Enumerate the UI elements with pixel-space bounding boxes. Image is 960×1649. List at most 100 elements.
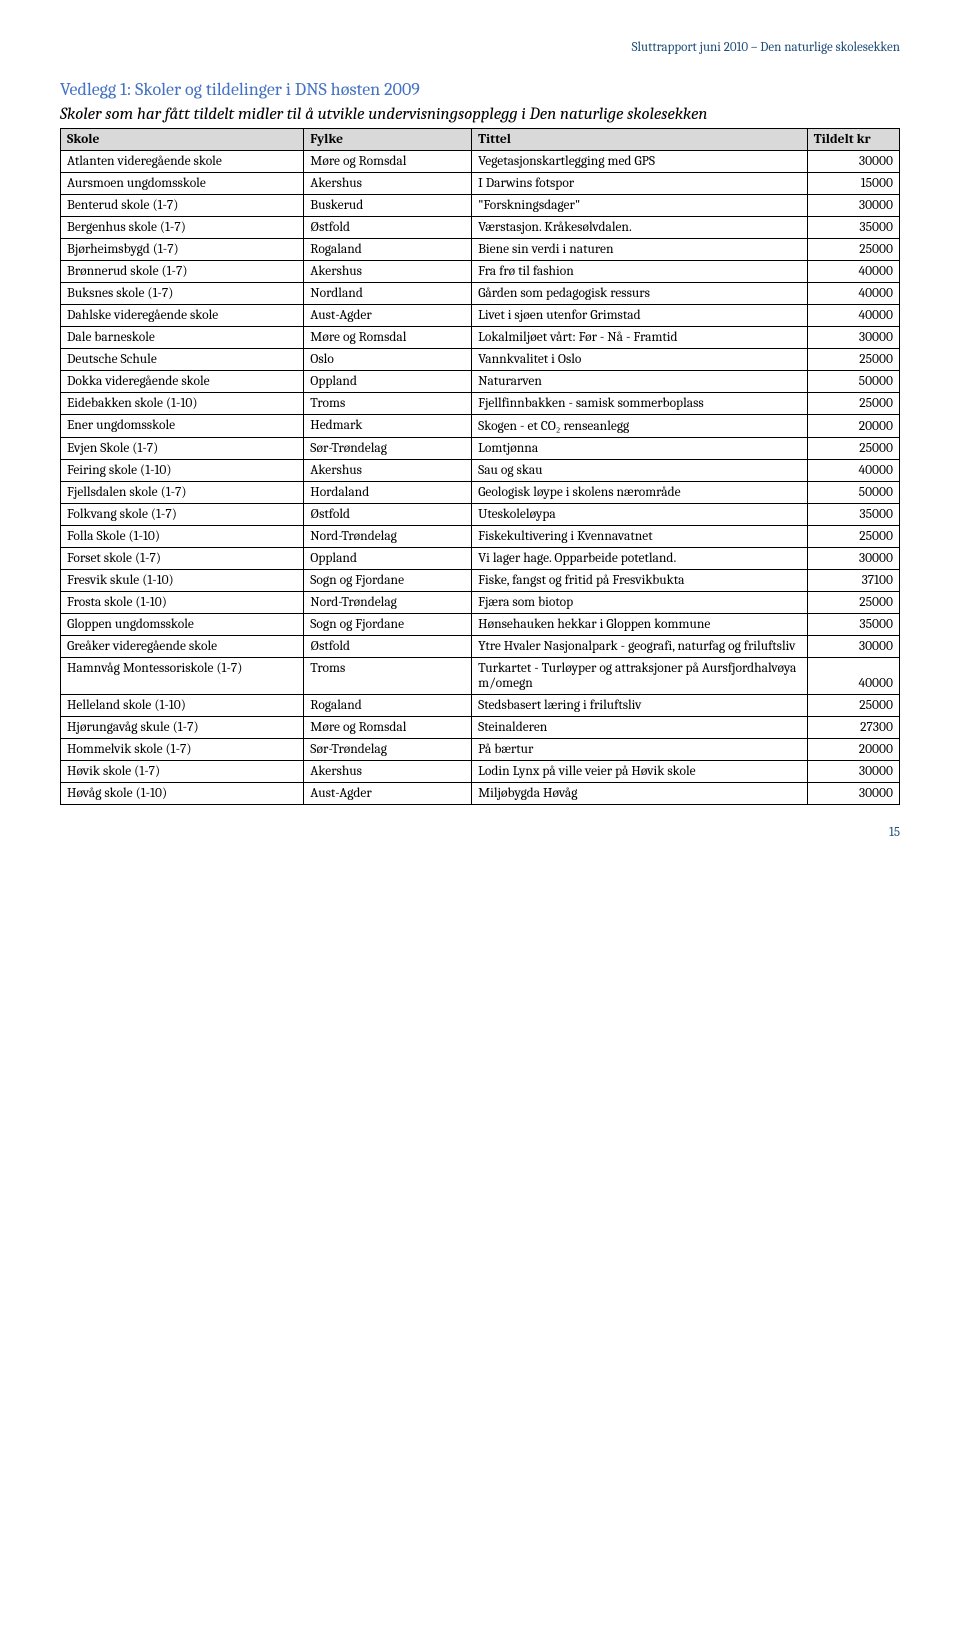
table-row: Helleland skole (1-10)RogalandStedsbaser… bbox=[61, 695, 900, 717]
cell-amount: 25000 bbox=[807, 526, 899, 548]
table-row: Feiring skole (1-10)AkershusSau og skau4… bbox=[61, 460, 900, 482]
cell-fylke: Oslo bbox=[304, 349, 472, 371]
cell-tittel: I Darwins fotspor bbox=[472, 173, 808, 195]
cell-skole: Feiring skole (1-10) bbox=[61, 460, 304, 482]
cell-tittel: Vi lager hage. Opparbeide potetland. bbox=[472, 548, 808, 570]
cell-amount: 30000 bbox=[807, 783, 899, 805]
cell-fylke: Oppland bbox=[304, 548, 472, 570]
allocation-table: Skole Fylke Tittel Tildelt kr Atlanten v… bbox=[60, 128, 900, 805]
table-row: Folkvang skole (1-7)ØstfoldUteskoleløypa… bbox=[61, 504, 900, 526]
cell-tittel: Gården som pedagogisk ressurs bbox=[472, 283, 808, 305]
cell-tittel: Fjæra som biotop bbox=[472, 592, 808, 614]
table-row: Eidebakken skole (1-10)TromsFjellfinnbak… bbox=[61, 393, 900, 415]
cell-skole: Hjørungavåg skule (1-7) bbox=[61, 717, 304, 739]
table-row: Forset skole (1-7)OpplandVi lager hage. … bbox=[61, 548, 900, 570]
cell-skole: Helleland skole (1-10) bbox=[61, 695, 304, 717]
table-row: Atlanten videregående skoleMøre og Romsd… bbox=[61, 151, 900, 173]
cell-skole: Buksnes skole (1-7) bbox=[61, 283, 304, 305]
cell-tittel: Uteskoleløypa bbox=[472, 504, 808, 526]
cell-fylke: Aust-Agder bbox=[304, 783, 472, 805]
cell-skole: Dale barneskole bbox=[61, 327, 304, 349]
cell-skole: Hamnvåg Montessoriskole (1-7) bbox=[61, 658, 304, 695]
cell-fylke: Akershus bbox=[304, 761, 472, 783]
cell-amount: 30000 bbox=[807, 151, 899, 173]
cell-skole: Atlanten videregående skole bbox=[61, 151, 304, 173]
cell-amount: 50000 bbox=[807, 371, 899, 393]
cell-tittel: Lodin Lynx på ville veier på Høvik skole bbox=[472, 761, 808, 783]
cell-fylke: Østfold bbox=[304, 217, 472, 239]
cell-fylke: Østfold bbox=[304, 504, 472, 526]
cell-skole: Fresvik skule (1-10) bbox=[61, 570, 304, 592]
cell-fylke: Hordaland bbox=[304, 482, 472, 504]
cell-skole: Bergenhus skole (1-7) bbox=[61, 217, 304, 239]
cell-tittel: Fra frø til fashion bbox=[472, 261, 808, 283]
subtitle: Skoler som har fått tildelt midler til å… bbox=[60, 104, 900, 126]
table-row: Dahlske videregående skoleAust-AgderLive… bbox=[61, 305, 900, 327]
cell-fylke: Sogn og Fjordane bbox=[304, 614, 472, 636]
cell-amount: 27300 bbox=[807, 717, 899, 739]
col-header-fylke: Fylke bbox=[304, 129, 472, 151]
table-row: Evjen Skole (1-7)Sør-TrøndelagLomtjønna2… bbox=[61, 438, 900, 460]
appendix-title: Vedlegg 1: Skoler og tildelinger i DNS h… bbox=[60, 79, 900, 100]
cell-tittel: Biene sin verdi i naturen bbox=[472, 239, 808, 261]
page-number: 15 bbox=[60, 825, 900, 840]
table-row: Folla Skole (1-10)Nord-TrøndelagFiskekul… bbox=[61, 526, 900, 548]
cell-fylke: Aust-Agder bbox=[304, 305, 472, 327]
cell-fylke: Hedmark bbox=[304, 415, 472, 438]
cell-amount: 25000 bbox=[807, 393, 899, 415]
table-row: Dokka videregående skoleOpplandNaturarve… bbox=[61, 371, 900, 393]
cell-skole: Benterud skole (1-7) bbox=[61, 195, 304, 217]
cell-fylke: Rogaland bbox=[304, 695, 472, 717]
cell-fylke: Sør-Trøndelag bbox=[304, 438, 472, 460]
col-header-amount: Tildelt kr bbox=[807, 129, 899, 151]
col-header-tittel: Tittel bbox=[472, 129, 808, 151]
cell-fylke: Troms bbox=[304, 393, 472, 415]
cell-skole: Brønnerud skole (1-7) bbox=[61, 261, 304, 283]
col-header-skole: Skole bbox=[61, 129, 304, 151]
cell-tittel: Sau og skau bbox=[472, 460, 808, 482]
table-row: Buksnes skole (1-7)NordlandGården som pe… bbox=[61, 283, 900, 305]
cell-amount: 50000 bbox=[807, 482, 899, 504]
table-row: Hjørungavåg skule (1-7)Møre og RomsdalSt… bbox=[61, 717, 900, 739]
document-header: Sluttrapport juni 2010 – Den naturlige s… bbox=[60, 40, 900, 55]
cell-amount: 30000 bbox=[807, 327, 899, 349]
cell-skole: Aursmoen ungdomsskole bbox=[61, 173, 304, 195]
cell-skole: Forset skole (1-7) bbox=[61, 548, 304, 570]
cell-fylke: Nordland bbox=[304, 283, 472, 305]
cell-skole: Høvåg skole (1-10) bbox=[61, 783, 304, 805]
cell-tittel: Miljøbygda Høvåg bbox=[472, 783, 808, 805]
cell-amount: 40000 bbox=[807, 305, 899, 327]
cell-skole: Gloppen ungdomsskole bbox=[61, 614, 304, 636]
cell-skole: Frosta skole (1-10) bbox=[61, 592, 304, 614]
cell-fylke: Sogn og Fjordane bbox=[304, 570, 472, 592]
table-header-row: Skole Fylke Tittel Tildelt kr bbox=[61, 129, 900, 151]
table-row: Aursmoen ungdomsskoleAkershusI Darwins f… bbox=[61, 173, 900, 195]
cell-amount: 25000 bbox=[807, 695, 899, 717]
cell-fylke: Østfold bbox=[304, 636, 472, 658]
cell-amount: 20000 bbox=[807, 739, 899, 761]
cell-tittel: Ytre Hvaler Nasjonalpark - geografi, nat… bbox=[472, 636, 808, 658]
cell-tittel: På bærtur bbox=[472, 739, 808, 761]
cell-fylke: Akershus bbox=[304, 173, 472, 195]
cell-tittel: Livet i sjøen utenfor Grimstad bbox=[472, 305, 808, 327]
cell-amount: 40000 bbox=[807, 658, 899, 695]
table-row: Bjørheimsbygd (1-7)RogalandBiene sin ver… bbox=[61, 239, 900, 261]
table-row: Høvåg skole (1-10)Aust-AgderMiljøbygda H… bbox=[61, 783, 900, 805]
cell-skole: Dahlske videregående skole bbox=[61, 305, 304, 327]
cell-amount: 30000 bbox=[807, 548, 899, 570]
cell-skole: Ener ungdomsskole bbox=[61, 415, 304, 438]
cell-skole: Folla Skole (1-10) bbox=[61, 526, 304, 548]
cell-tittel: Hønsehauken hekkar i Gloppen kommune bbox=[472, 614, 808, 636]
cell-amount: 40000 bbox=[807, 283, 899, 305]
cell-tittel: Fjellfinnbakken - samisk sommerboplass bbox=[472, 393, 808, 415]
cell-amount: 37100 bbox=[807, 570, 899, 592]
table-row: Brønnerud skole (1-7)AkershusFra frø til… bbox=[61, 261, 900, 283]
cell-tittel: Værstasjon. Kråkesølvdalen. bbox=[472, 217, 808, 239]
cell-amount: 30000 bbox=[807, 636, 899, 658]
cell-tittel: "Forskningsdager" bbox=[472, 195, 808, 217]
cell-skole: Høvik skole (1-7) bbox=[61, 761, 304, 783]
table-row: Bergenhus skole (1-7)ØstfoldVærstasjon. … bbox=[61, 217, 900, 239]
table-row: Greåker videregående skoleØstfoldYtre Hv… bbox=[61, 636, 900, 658]
table-row: Fresvik skule (1-10)Sogn og FjordaneFisk… bbox=[61, 570, 900, 592]
cell-fylke: Akershus bbox=[304, 460, 472, 482]
